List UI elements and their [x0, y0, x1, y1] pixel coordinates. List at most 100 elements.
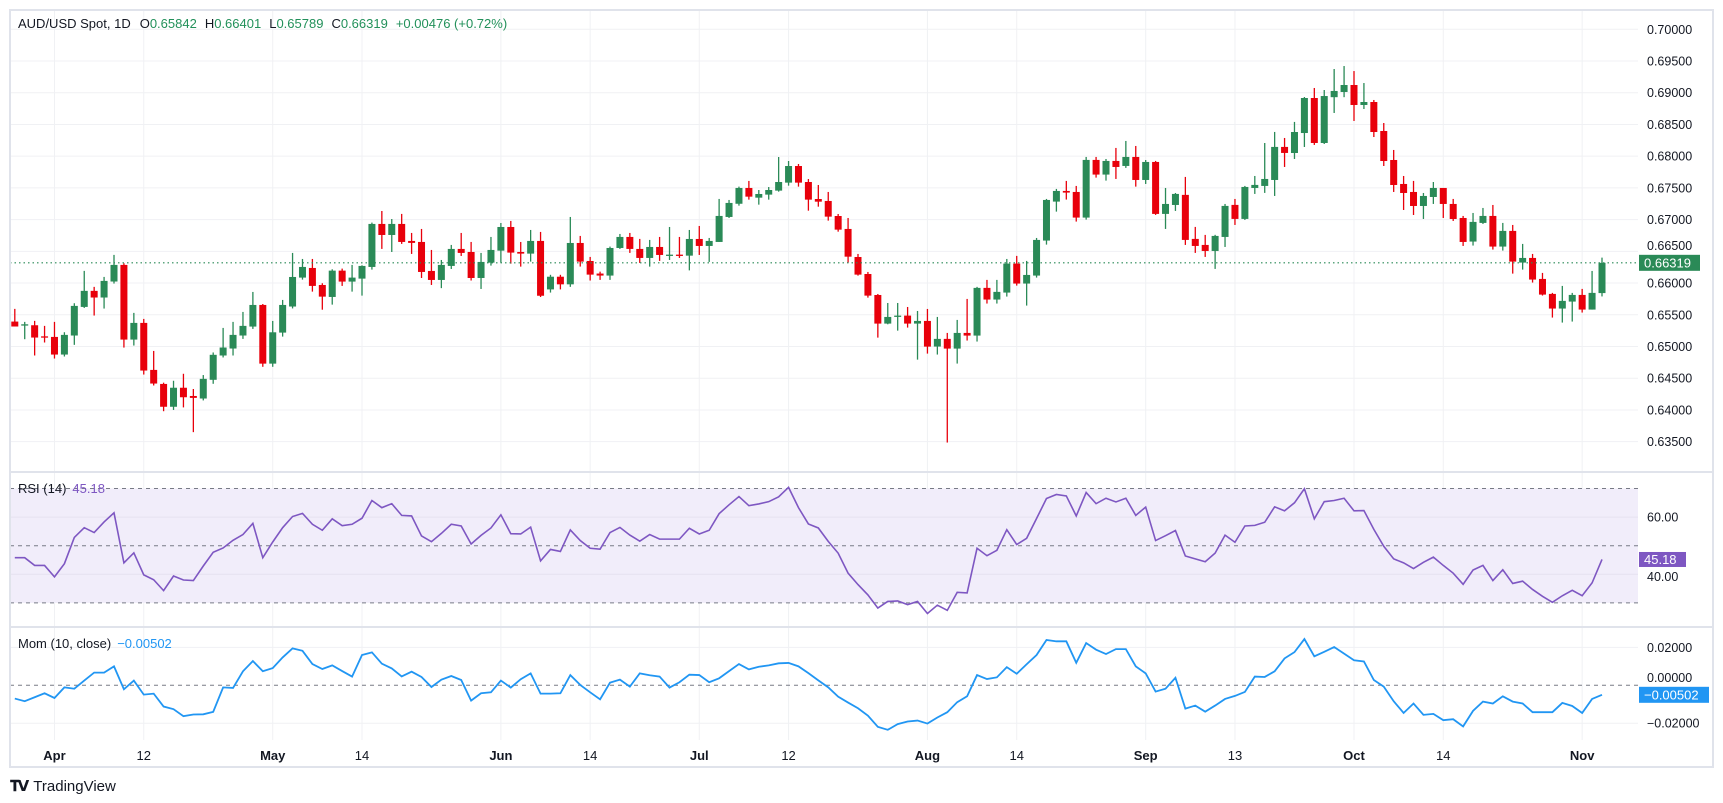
price-tick-label: 0.66500 — [1647, 239, 1692, 253]
candle — [80, 270, 88, 308]
candle-body — [447, 248, 455, 266]
candle — [656, 236, 664, 261]
candle — [1499, 222, 1507, 251]
candle-body — [904, 315, 912, 324]
tradingview-logo[interactable]: 𝐓V TradingView — [10, 777, 116, 795]
candle — [933, 316, 941, 355]
price-tick-label: 0.69500 — [1647, 55, 1692, 69]
candle — [170, 380, 178, 410]
candle — [1529, 253, 1537, 283]
candle-body — [60, 334, 68, 355]
candle — [467, 241, 475, 281]
mom-value: −0.00502 — [117, 636, 172, 651]
rsi-legend[interactable]: RSI (14) 45.18 — [18, 481, 105, 496]
candle-body — [209, 354, 217, 380]
candle — [1400, 175, 1408, 210]
candle — [1290, 121, 1298, 159]
candle-body — [914, 320, 922, 324]
candle-body — [695, 238, 703, 246]
candle-body — [1152, 161, 1160, 214]
candle — [636, 238, 644, 263]
candle-body — [1171, 193, 1179, 205]
candle-body — [497, 226, 505, 251]
candle — [358, 265, 366, 296]
candle-body — [517, 251, 525, 254]
candle-body — [943, 338, 951, 349]
time-tick-label: 14 — [1009, 748, 1023, 763]
candle-body — [170, 387, 178, 407]
candle-body — [923, 320, 931, 347]
symbol-title[interactable]: AUD/USD Spot, 1D — [18, 16, 131, 31]
candle — [517, 241, 525, 267]
candle — [199, 375, 207, 401]
candle — [308, 258, 316, 292]
low-value: 0.65789 — [276, 16, 324, 31]
candle — [894, 302, 902, 331]
candle-body — [1439, 187, 1447, 204]
candle — [695, 225, 703, 255]
chart-frame — [9, 9, 1714, 768]
candle — [1112, 147, 1120, 179]
candle-body — [596, 273, 604, 276]
mom-tick-label: 0.00000 — [1647, 671, 1692, 685]
candle-body — [1330, 90, 1338, 98]
candle — [1191, 226, 1199, 253]
candle-body — [1370, 102, 1378, 133]
candle — [1380, 123, 1388, 167]
candle-body — [21, 324, 29, 326]
candle-body — [80, 290, 88, 307]
candle-body — [1300, 98, 1308, 134]
candle — [705, 237, 713, 262]
candle-body — [140, 322, 148, 371]
candle — [1142, 159, 1150, 184]
candle-body — [983, 287, 991, 300]
candle — [745, 180, 753, 200]
candle-body — [1578, 294, 1586, 310]
time-tick-label: 12 — [781, 748, 795, 763]
candle — [1548, 292, 1556, 318]
candle — [1072, 185, 1080, 222]
candle — [497, 222, 505, 263]
mom-legend[interactable]: Mom (10, close) −0.00502 — [18, 636, 172, 651]
candle-body — [1181, 194, 1189, 240]
candle-body — [1013, 263, 1021, 284]
candle-body — [457, 248, 465, 253]
candle-body — [507, 226, 515, 253]
candle-body — [358, 265, 366, 279]
price-tick-label: 0.65000 — [1647, 340, 1692, 354]
candle-body — [755, 193, 763, 198]
candle-body — [1102, 160, 1110, 175]
candle — [239, 311, 247, 339]
candle-body — [785, 166, 793, 183]
candle-body — [120, 264, 128, 340]
candle — [1360, 83, 1368, 109]
candle-body — [725, 202, 733, 217]
candle-body — [1340, 85, 1348, 92]
candle-body — [189, 395, 197, 398]
candle — [1251, 175, 1259, 194]
candle-body — [70, 305, 78, 336]
candle — [50, 321, 58, 359]
candle-body — [229, 334, 237, 349]
rsi-band — [10, 488, 1638, 603]
candle-body — [963, 332, 971, 336]
candle — [219, 327, 227, 358]
candle — [160, 382, 168, 412]
candle — [1519, 243, 1527, 270]
candle — [259, 303, 267, 367]
candle-body — [775, 182, 783, 191]
time-tick-label: Sep — [1134, 748, 1158, 763]
mom-tick-label: 0.02000 — [1647, 641, 1692, 655]
candle-body — [1052, 190, 1060, 202]
candle — [447, 244, 455, 269]
candle-body — [1390, 159, 1398, 185]
candle — [685, 229, 693, 271]
candle — [993, 279, 1001, 304]
candle — [725, 199, 733, 218]
candle-body — [874, 294, 882, 324]
candle — [864, 271, 872, 298]
candle-body — [1548, 293, 1556, 309]
candle — [1171, 192, 1179, 211]
candle — [457, 232, 465, 256]
